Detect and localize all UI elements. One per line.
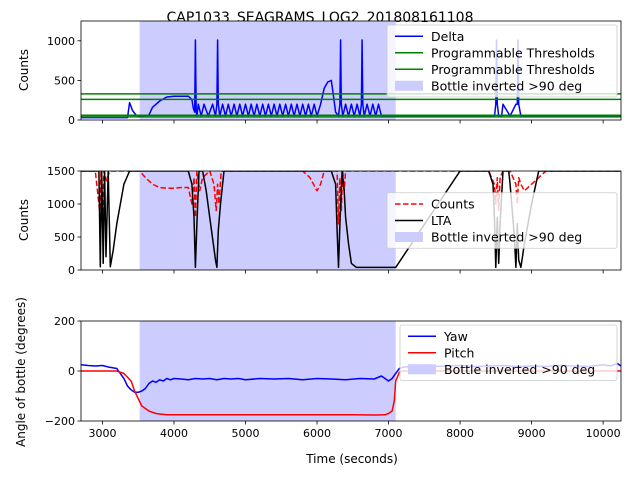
ax0-legend-label: Bottle inverted >90 deg (431, 78, 582, 93)
ax0-ylabel: Counts (17, 49, 31, 91)
ax2-shaded-span (140, 321, 396, 421)
ax1-ytick-label: 500 (54, 231, 75, 244)
ax0-legend-label: Programmable Thresholds (431, 62, 595, 77)
ax0-ytick-label: 500 (54, 74, 75, 87)
ax1-ylabel: Counts (17, 199, 31, 241)
ax2-xtick-label: 6000 (303, 427, 331, 440)
ax1-ytick-label: 1000 (47, 198, 75, 211)
ax2-xtick-label: 4000 (160, 427, 188, 440)
ax0-ytick-label: 1000 (47, 35, 75, 48)
ax1-legend-label: Bottle inverted >90 deg (431, 230, 582, 245)
ax0-ytick-label: 0 (68, 114, 75, 127)
ax2-xtick-label: 5000 (232, 427, 260, 440)
ax2-ytick-label: −200 (45, 415, 75, 428)
ax2-ylabel: Angle of bottle (degrees) (14, 297, 28, 447)
ax2-xtick-label: 8000 (446, 427, 474, 440)
ax2-xtick-label: 7000 (375, 427, 403, 440)
ax0-legend-label: Delta (431, 29, 464, 44)
ax1-ytick-label: 1500 (47, 165, 75, 178)
ax1-legend-swatch (395, 232, 423, 242)
ax0-legend-label: Programmable Thresholds (431, 45, 595, 60)
ax1-ytick-label: 0 (68, 264, 75, 277)
ax2-ytick-label: 0 (68, 365, 75, 378)
ax2-legend-swatch (408, 364, 436, 374)
ax1-legend-label: Counts (431, 197, 475, 212)
ax0-legend-swatch (395, 81, 423, 91)
ax2-xtick-label: 10000 (586, 427, 621, 440)
ax2-legend-label: Pitch (444, 345, 474, 360)
ax2-xtick-label: 9000 (518, 427, 546, 440)
ax2-legend-label: Bottle inverted >90 deg (444, 362, 595, 377)
ax2-legend-label: Yaw (443, 329, 468, 344)
ax2-xlabel: Time (seconds) (305, 452, 398, 466)
ax2-ytick-label: 200 (54, 315, 75, 328)
ax1-legend-label: LTA (431, 213, 452, 228)
ax2-xtick-label: 3000 (88, 427, 116, 440)
ax1-shaded-span (140, 171, 396, 270)
